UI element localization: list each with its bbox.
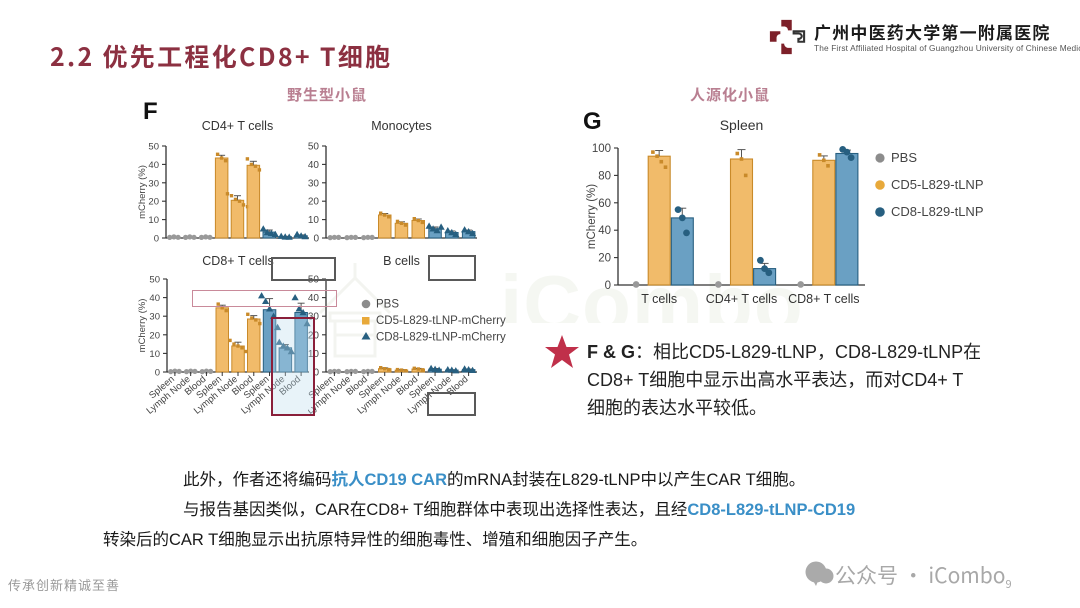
svg-text:50: 50: [308, 142, 319, 153]
svg-text:50: 50: [148, 142, 159, 153]
svg-text:20: 20: [308, 197, 319, 208]
svg-text:T cells: T cells: [641, 292, 677, 306]
svg-text:40: 40: [598, 225, 611, 237]
svg-text:0: 0: [313, 234, 319, 245]
svg-text:50: 50: [149, 275, 160, 286]
svg-text:60: 60: [598, 198, 611, 210]
svg-text:20: 20: [148, 197, 159, 208]
svg-text:B cells: B cells: [383, 255, 420, 268]
svg-text:CD8+ T cells: CD8+ T cells: [788, 292, 859, 306]
svg-text:PBS: PBS: [376, 299, 399, 311]
svg-text:CD8-L829-tLNP-mCherry: CD8-L829-tLNP-mCherry: [376, 332, 506, 344]
svg-text:30: 30: [149, 312, 160, 323]
svg-text:10: 10: [308, 215, 319, 226]
svg-text:CD8-L829-tLNP: CD8-L829-tLNP: [891, 204, 984, 219]
svg-text:PBS: PBS: [891, 150, 917, 165]
svg-text:CD4+ T cells: CD4+ T cells: [202, 119, 273, 133]
svg-text:80: 80: [598, 170, 611, 182]
svg-text:mCherry (%): mCherry (%): [586, 184, 598, 249]
svg-text:20: 20: [149, 330, 160, 341]
svg-text:mCherry (%): mCherry (%): [138, 299, 148, 353]
svg-text:10: 10: [148, 215, 159, 226]
svg-text:30: 30: [148, 178, 159, 189]
svg-text:20: 20: [598, 253, 611, 265]
svg-text:CD5-L829-tLNP-mCherry: CD5-L829-tLNP-mCherry: [376, 315, 506, 327]
svg-text:CD8+ T cells: CD8+ T cells: [202, 255, 273, 268]
svg-text:0: 0: [605, 280, 611, 292]
svg-text:40: 40: [149, 293, 160, 304]
svg-text:CD4+ T cells: CD4+ T cells: [706, 292, 777, 306]
svg-text:mCherry (%): mCherry (%): [138, 165, 148, 219]
svg-text:10: 10: [149, 349, 160, 360]
svg-text:Spleen: Spleen: [720, 117, 764, 133]
svg-text:0: 0: [155, 368, 160, 379]
svg-text:CD5-L829-tLNP: CD5-L829-tLNP: [891, 177, 984, 192]
svg-text:100: 100: [592, 143, 611, 155]
svg-text:30: 30: [308, 178, 319, 189]
svg-text:40: 40: [308, 160, 319, 171]
svg-text:Monocytes: Monocytes: [371, 119, 431, 133]
svg-text:0: 0: [154, 234, 159, 245]
svg-text:40: 40: [148, 160, 159, 171]
